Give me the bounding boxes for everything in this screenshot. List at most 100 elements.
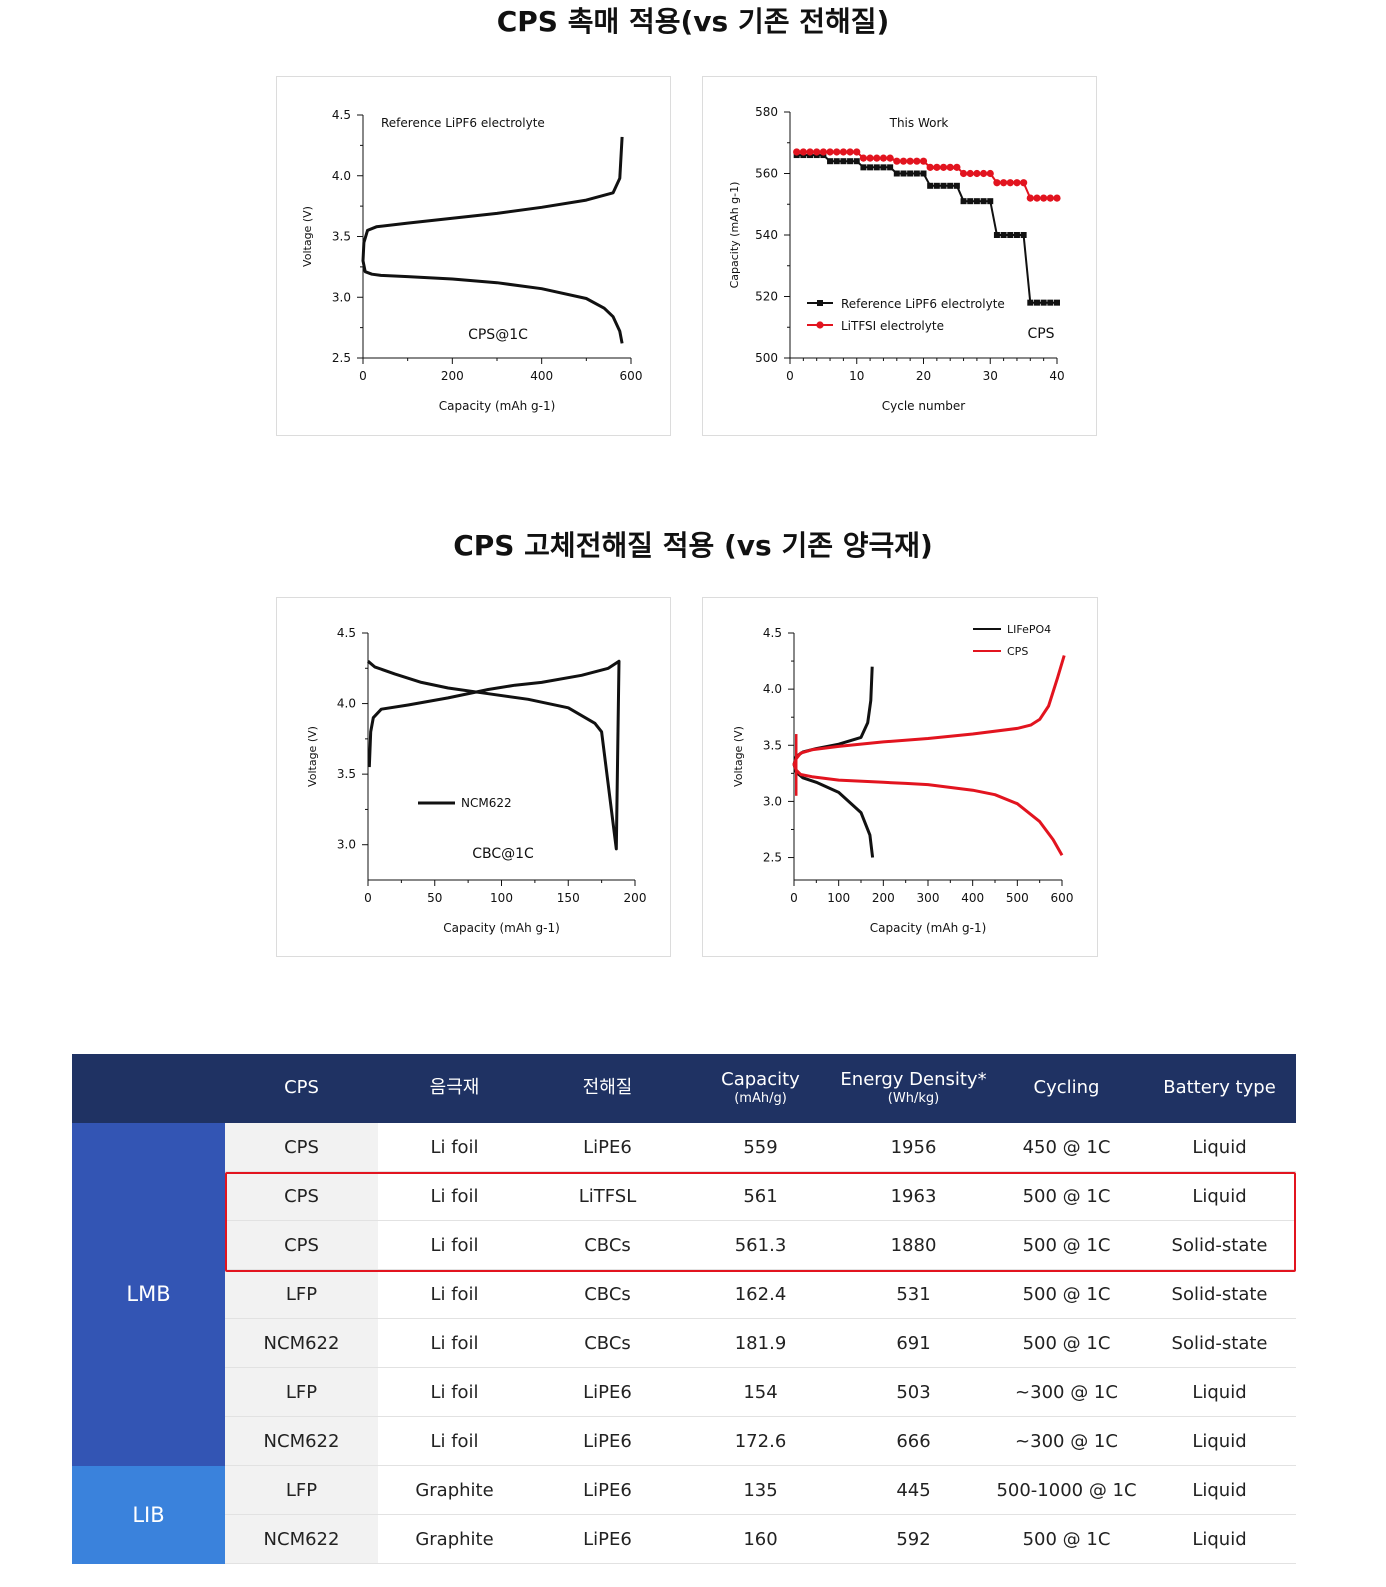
data-point-reference (1054, 299, 1060, 306)
cell-energy-density: 445 (837, 1465, 990, 1515)
cell-battery-type: Liquid (1143, 1514, 1296, 1564)
y-tick-label: 560 (755, 167, 778, 181)
x-tick-label: 30 (983, 369, 998, 383)
annotation-reference-electrolyte: Reference LiPF6 electrolyte (381, 116, 545, 130)
series-line-cps (361, 136, 624, 344)
data-point-litfsi (986, 169, 994, 178)
header-energy-density: Energy Density* (Wh/kg) (837, 1054, 990, 1123)
data-point-litfsi (1046, 194, 1054, 202)
y-tick-label: 4.0 (763, 682, 782, 696)
cell-energy-density: 1880 (837, 1220, 990, 1270)
cell-capacity: 135 (684, 1465, 837, 1515)
group-label-lib: LIB (72, 1465, 225, 1564)
cell-cycling: 500 @ 1C (990, 1220, 1143, 1270)
data-point-reference (1040, 299, 1047, 306)
data-point-litfsi (846, 148, 854, 156)
data-point-reference (940, 182, 947, 189)
cell-capacity: 561.3 (684, 1220, 837, 1270)
x-tick-label: 600 (620, 369, 643, 383)
legend-marker-litfsi (816, 321, 824, 329)
data-point-reference (980, 198, 987, 205)
data-point-litfsi (819, 148, 827, 156)
legend-label-ncm622: NCM622 (461, 796, 512, 810)
cell-energy-density: 1963 (837, 1171, 990, 1221)
chart-title: This Work (889, 116, 949, 130)
cell-electrolyte: LiPE6 (531, 1367, 684, 1417)
section-title-catalyst: CPS 촉매 적용(vs 기존 전해질) (496, 5, 890, 38)
data-point-litfsi (893, 157, 901, 165)
annotation-cbc-1c: CBC@1C (472, 846, 534, 862)
header-electrolyte: 전해질 (531, 1054, 684, 1123)
y-tick-label: 3.0 (337, 838, 356, 852)
data-point-litfsi (919, 157, 928, 165)
y-tick-label: 500 (755, 351, 778, 365)
cell-battery-type: Liquid (1143, 1367, 1296, 1417)
header-group (72, 1054, 225, 1123)
cell-cycling: 450 @ 1C (990, 1123, 1143, 1172)
data-point-litfsi (866, 154, 874, 162)
data-point-litfsi (899, 157, 908, 165)
cell-battery-type: Solid-state (1143, 1269, 1296, 1319)
table-header-row: CPS 음극재 전해질 Capacity (mAh/g) Energy Densi… (72, 1054, 1296, 1123)
y-axis-label: Voltage (V) (306, 726, 319, 787)
data-point-reference (833, 158, 840, 165)
cell-cathode: CPS (225, 1171, 378, 1221)
chart-voltage-lifepo4-cps: 0 100 200 300 400 500 600 2.5 3.0 3.5 4.0 4.5 Capaci… (732, 623, 1073, 935)
x-tick-label: 200 (441, 369, 464, 383)
y-tick-label: 4.5 (763, 626, 782, 640)
data-point-reference (867, 164, 874, 171)
data-point-reference (920, 170, 927, 177)
table-row: CPS Li foil LiTFSL 561 1963 500 @ 1C Liquid (72, 1171, 1296, 1221)
data-point-reference (960, 198, 967, 205)
y-tick-label: 3.5 (337, 767, 356, 781)
data-point-litfsi (879, 154, 888, 162)
chart-cycle-capacity: 0 10 20 30 40 500 520 540 560 580 Cycle number Capa… (728, 105, 1065, 413)
cell-cycling: 500 @ 1C (990, 1318, 1143, 1368)
data-point-reference (1027, 299, 1034, 306)
cell-anode: Graphite (378, 1465, 531, 1515)
header-cycling: Cycling (990, 1054, 1143, 1123)
x-tick-label: 0 (790, 891, 798, 905)
data-point-litfsi (933, 163, 941, 171)
data-point-litfsi (886, 154, 894, 162)
data-point-reference (1013, 232, 1020, 238)
series-line-ncm622 (367, 659, 621, 851)
x-tick-label: 200 (624, 891, 647, 905)
data-point-litfsi (946, 163, 954, 171)
header-energy-label: Energy Density* (840, 1068, 987, 1090)
header-capacity-label: Capacity (721, 1068, 800, 1090)
x-axis-label: Capacity (mAh g-1) (870, 921, 987, 935)
cell-cycling: 500 @ 1C (990, 1269, 1143, 1319)
cell-energy-density: 592 (837, 1514, 990, 1564)
data-point-litfsi (799, 148, 807, 156)
cell-anode: Li foil (378, 1416, 531, 1466)
y-tick-label: 3.5 (332, 230, 351, 244)
data-point-reference (1007, 232, 1014, 238)
cell-energy-density: 531 (837, 1269, 990, 1319)
data-point-litfsi (806, 148, 814, 156)
data-point-reference (953, 182, 960, 189)
x-tick-label: 0 (364, 891, 372, 905)
table-row: LFP Li foil LiPE6 154 503 ~300 @ 1C Liquid (72, 1367, 1296, 1417)
y-tick-label: 4.0 (337, 697, 356, 711)
y-tick-label: 520 (755, 290, 778, 304)
chart-voltage-ncm622: 0 50 100 150 200 3.0 3.5 4.0 4.5 Capacity (mAh g-… (306, 626, 647, 935)
x-tick-label: 20 (916, 369, 931, 383)
legend-label-cps: CPS (1007, 645, 1028, 658)
data-point-litfsi (859, 154, 868, 162)
data-point-reference (887, 164, 894, 171)
data-point-litfsi (993, 179, 1001, 187)
cell-electrolyte: LiPE6 (531, 1465, 684, 1515)
data-point-reference (907, 170, 914, 177)
data-point-litfsi (826, 148, 834, 156)
cell-capacity: 559 (684, 1123, 837, 1172)
comparison-table: CPS 음극재 전해질 Capacity (mAh/g) Energy Densi… (72, 1054, 1296, 1564)
data-point-reference (880, 164, 887, 171)
table-row: NCM622 Li foil CBCs 181.9 691 500 @ 1C Solid-s… (72, 1318, 1296, 1368)
series-line-reference (796, 154, 1057, 304)
cell-capacity: 172.6 (684, 1416, 837, 1466)
cell-capacity: 561 (684, 1171, 837, 1221)
cell-energy-density: 666 (837, 1416, 990, 1466)
data-point-reference (1020, 232, 1027, 238)
y-tick-label: 3.0 (332, 290, 351, 304)
